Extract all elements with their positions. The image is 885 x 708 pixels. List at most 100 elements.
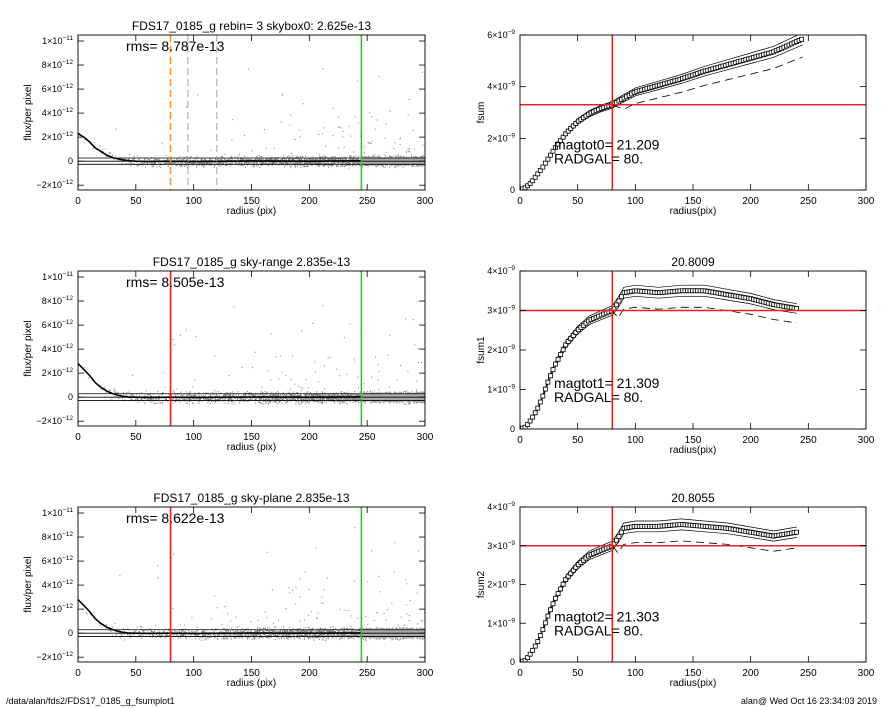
data-point: [186, 398, 188, 400]
data-point: [292, 391, 294, 393]
data-point: [109, 152, 111, 154]
data-point: [346, 394, 348, 396]
data-point: [394, 164, 396, 166]
data-point: [133, 156, 135, 158]
data-point: [333, 162, 335, 164]
data-point: [364, 146, 366, 148]
data-point: [322, 165, 324, 167]
x-tick-label: 200: [742, 196, 759, 207]
y-axis-label: flux/per pixel: [23, 84, 34, 140]
data-point: [216, 395, 217, 397]
data-point: [357, 162, 359, 164]
data-point: [145, 166, 146, 168]
data-point: [341, 401, 343, 403]
data-point: [355, 162, 357, 164]
data-point: [363, 391, 365, 393]
data-point: [305, 395, 306, 397]
data-point: [260, 398, 262, 400]
data-point: [296, 392, 298, 394]
data-point: [230, 162, 232, 164]
curve-marker: [565, 128, 571, 134]
data-point: [186, 158, 188, 160]
data-point: [159, 164, 161, 166]
data-point: [371, 140, 373, 142]
data-point: [281, 94, 283, 96]
data-point: [340, 391, 342, 393]
data-point: [300, 395, 302, 396]
data-point: [255, 392, 257, 394]
data-point: [403, 156, 404, 158]
data-point: [296, 155, 298, 157]
data-point: [245, 399, 247, 401]
data-point: [421, 362, 422, 363]
data-point: [231, 395, 233, 397]
data-point: [343, 159, 345, 161]
data-point: [124, 158, 126, 160]
data-point: [246, 161, 248, 163]
annotation: RADGAL= 80.: [554, 151, 643, 167]
data-point: [117, 392, 119, 393]
data-point: [288, 159, 289, 161]
data-point: [181, 395, 183, 396]
data-point: [257, 164, 259, 166]
data-point: [285, 398, 287, 399]
data-point: [416, 301, 418, 303]
data-point: [238, 402, 240, 404]
data-point: [256, 159, 258, 161]
data-point: [192, 163, 194, 165]
data-point: [186, 394, 188, 396]
data-point: [222, 161, 224, 163]
data-point: [257, 394, 259, 396]
data-point: [310, 158, 312, 160]
data-point: [350, 399, 352, 401]
data-point: [273, 147, 275, 149]
data-point: [228, 163, 229, 165]
data-point: [316, 398, 318, 400]
data-point: [192, 399, 194, 401]
data-point: [321, 391, 323, 393]
data-point: [322, 305, 324, 307]
data-point: [417, 391, 418, 393]
data-point: [193, 162, 195, 164]
data-point: [188, 162, 190, 164]
data-point: [388, 386, 390, 388]
data-point: [267, 164, 269, 166]
data-point: [166, 159, 168, 161]
y-tick-mantissa: 4×10: [42, 108, 62, 118]
data-point: [351, 158, 353, 160]
data-point: [217, 158, 219, 160]
data-point: [260, 158, 262, 160]
data-point: [162, 392, 164, 394]
data-point: [301, 162, 303, 164]
data-point: [378, 388, 380, 390]
data-point: [167, 162, 169, 164]
data-point: [272, 163, 273, 165]
data-point: [211, 159, 213, 161]
data-point: [326, 158, 328, 160]
data-point: [99, 145, 101, 147]
data-point: [298, 129, 300, 131]
data-point: [275, 398, 277, 400]
data-point: [358, 162, 359, 163]
y-tick-mantissa: 2×10: [487, 133, 507, 143]
data-point: [155, 158, 157, 160]
data-point: [324, 162, 326, 164]
data-point: [357, 161, 359, 163]
data-point: [277, 398, 279, 400]
data-point: [276, 397, 278, 399]
data-point: [342, 161, 344, 163]
data-point: [292, 163, 293, 165]
data-point: [334, 155, 336, 157]
data-point: [221, 162, 223, 164]
data-point: [312, 156, 314, 158]
data-point: [285, 158, 287, 160]
data-point: [353, 155, 355, 157]
data-point: [324, 158, 326, 160]
data-point: [149, 400, 151, 402]
data-point: [328, 395, 329, 397]
data-point: [299, 158, 301, 160]
data-point: [370, 401, 372, 403]
data-point: [196, 156, 198, 158]
data-point: [344, 156, 346, 158]
data-point: [376, 166, 378, 168]
